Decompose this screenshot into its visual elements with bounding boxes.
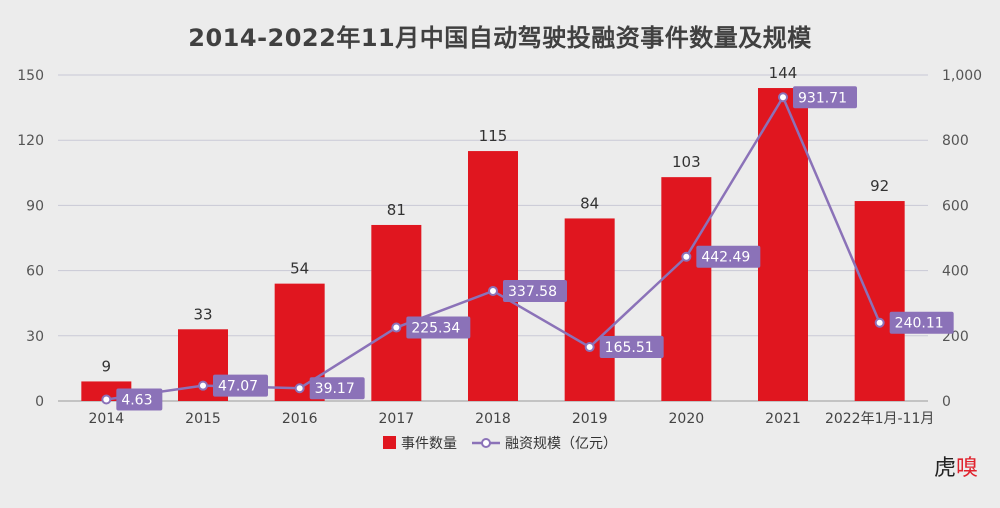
line-label-box bbox=[213, 374, 268, 397]
legend-bar-label: 事件数量 bbox=[401, 436, 457, 452]
bar bbox=[564, 218, 615, 401]
x-axis-tick-label: 2014 bbox=[89, 411, 125, 427]
left-axis-tick-label: 60 bbox=[26, 264, 44, 280]
bar-value-label: 9 bbox=[102, 357, 112, 375]
x-axis-tick-label: 2016 bbox=[282, 411, 318, 427]
left-axis-tick-label: 30 bbox=[26, 329, 44, 345]
line-value-label: 442.49 bbox=[701, 250, 750, 266]
left-axis-tick-label: 150 bbox=[17, 68, 44, 84]
bar-value-label: 144 bbox=[769, 64, 798, 82]
bar-value-label: 54 bbox=[290, 260, 309, 278]
line-value-label: 931.71 bbox=[798, 90, 847, 106]
line-point bbox=[681, 251, 692, 262]
line-label-box bbox=[309, 377, 365, 400]
line-value-label: 165.51 bbox=[605, 340, 654, 356]
x-axis-tick-label: 2015 bbox=[185, 411, 221, 427]
x-axis-tick-label: 2022年1月-11月 bbox=[825, 411, 934, 427]
bar bbox=[661, 177, 712, 401]
line-value-label: 4.63 bbox=[121, 392, 152, 408]
line-point bbox=[198, 380, 208, 391]
line-point bbox=[778, 92, 788, 103]
bar-value-label: 33 bbox=[193, 305, 212, 323]
x-axis-tick-label: 2018 bbox=[475, 411, 511, 427]
line-point bbox=[391, 322, 402, 333]
bar bbox=[758, 88, 808, 401]
legend-bar-swatch bbox=[383, 436, 396, 449]
right-axis-tick-label: 400 bbox=[942, 264, 969, 280]
line-label-box bbox=[793, 86, 857, 109]
right-axis-tick-label: 600 bbox=[942, 198, 969, 214]
right-axis-tick-label: 0 bbox=[942, 394, 951, 410]
line-point bbox=[101, 394, 112, 405]
left-axis-tick-label: 120 bbox=[17, 133, 44, 149]
legend-line-marker bbox=[481, 438, 491, 448]
line-value-label: 47.07 bbox=[218, 379, 258, 395]
line-label-box bbox=[696, 245, 761, 268]
right-axis-tick-label: 800 bbox=[942, 133, 969, 149]
line-label-box bbox=[889, 311, 954, 334]
line-point bbox=[874, 317, 885, 328]
line-point bbox=[584, 342, 595, 353]
bar-value-label: 81 bbox=[387, 201, 406, 219]
bar bbox=[371, 224, 422, 401]
line-value-label: 240.11 bbox=[895, 316, 944, 332]
bar-value-label: 92 bbox=[870, 177, 889, 195]
line-label-box bbox=[503, 279, 567, 302]
x-axis-tick-label: 2020 bbox=[669, 411, 705, 427]
bar-value-label: 84 bbox=[580, 194, 599, 212]
chart-title: 2014-2022年11月中国自动驾驶投融资事件数量及规模 bbox=[188, 24, 812, 52]
left-axis-tick-label: 0 bbox=[35, 394, 44, 410]
x-axis-tick-label: 2019 bbox=[572, 411, 608, 427]
bar bbox=[468, 151, 518, 401]
line-point bbox=[294, 383, 305, 394]
line-value-label: 225.34 bbox=[411, 321, 460, 337]
x-axis-tick-label: 2021 bbox=[765, 411, 801, 427]
line-label-box bbox=[599, 336, 664, 359]
left-axis-tick-label: 90 bbox=[26, 198, 44, 214]
bar bbox=[854, 201, 905, 401]
logo-watermark: 虎嗅 bbox=[933, 456, 978, 481]
legend-line-label: 融资规模（亿元） bbox=[505, 436, 617, 452]
line-value-label: 337.58 bbox=[508, 284, 557, 300]
line-label-box bbox=[406, 316, 471, 339]
bar-value-label: 103 bbox=[672, 153, 701, 171]
line-point bbox=[488, 285, 498, 296]
line-label-box bbox=[116, 388, 163, 411]
right-axis-tick-label: 1,000 bbox=[942, 68, 982, 84]
bar-value-label: 115 bbox=[479, 127, 508, 145]
x-axis-tick-label: 2017 bbox=[379, 411, 415, 427]
line-value-label: 39.17 bbox=[315, 381, 355, 397]
